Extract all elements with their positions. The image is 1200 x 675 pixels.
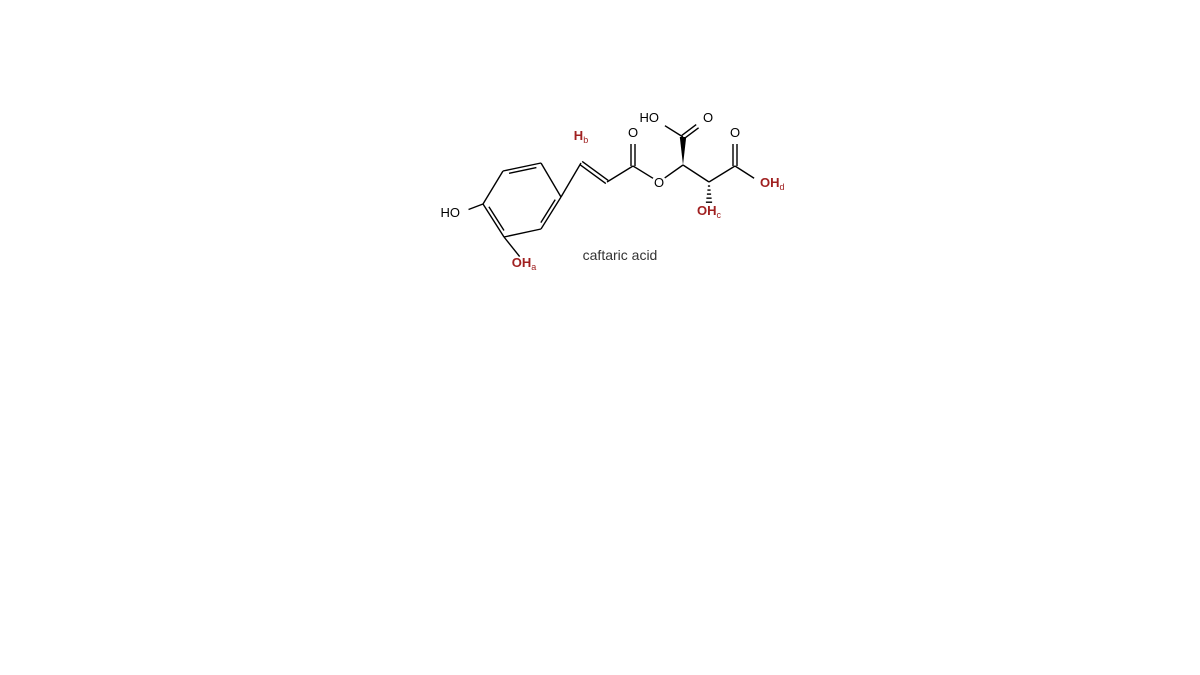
atom-label-Oe: O (654, 175, 664, 190)
atom-label-OHc: OHc (697, 203, 722, 220)
atom-label-Hb: Hb (574, 128, 588, 145)
atom-label-HO_ring: HO (441, 205, 461, 220)
atom-label-OHa: OHa (512, 255, 537, 272)
wedge-bond (680, 137, 686, 165)
molecule-diagram: HOOHaOOHOOOOHdOHcHbcaftaric acid (0, 0, 1200, 675)
compound-caption: caftaric acid (583, 247, 658, 263)
atom-label-OdA: O (703, 110, 713, 125)
atom-label-Od2: O (730, 125, 740, 140)
atom-label-HO_top: HO (640, 110, 660, 125)
atom-label-Od1: O (628, 125, 638, 140)
atom-label-OHd: OHd (760, 175, 785, 192)
